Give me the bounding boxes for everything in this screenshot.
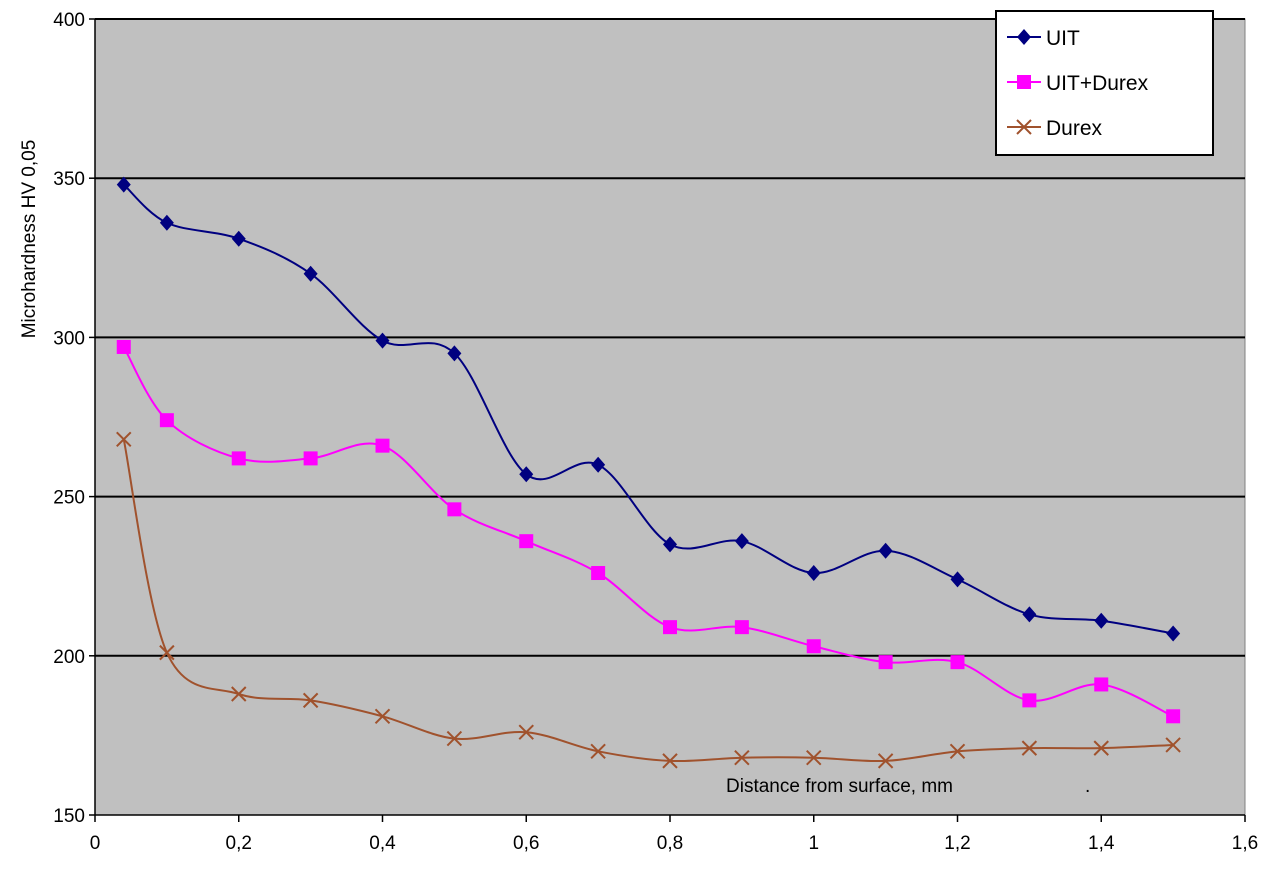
data-point-uit bbox=[375, 332, 390, 349]
data-point-uit-durex bbox=[303, 451, 318, 466]
data-point-uit bbox=[159, 214, 174, 231]
data-point-durex bbox=[374, 708, 391, 725]
x-tick-label: 0,6 bbox=[513, 833, 539, 854]
data-point-uit bbox=[303, 265, 318, 282]
data-point-durex bbox=[518, 724, 534, 740]
data-point-durex bbox=[159, 644, 175, 661]
legend-marker-uit-durex bbox=[1017, 75, 1031, 89]
data-point-uit bbox=[447, 345, 462, 362]
legend-item-durex: Durex bbox=[1007, 117, 1103, 140]
data-point-uit bbox=[663, 536, 677, 553]
x-tick-label: 1,6 bbox=[1232, 833, 1258, 854]
data-point-uit-durex bbox=[519, 534, 534, 549]
legend-label-uit-durex: UIT+Durex bbox=[1046, 72, 1149, 95]
data-point-durex bbox=[1093, 740, 1109, 756]
data-point-uit bbox=[231, 230, 246, 247]
data-point-uit-durex bbox=[1022, 693, 1037, 708]
x-tick-label: 0 bbox=[90, 833, 101, 854]
series-durex bbox=[116, 431, 1181, 769]
data-point-durex bbox=[877, 753, 894, 769]
x-tick-label: 0,4 bbox=[369, 833, 396, 854]
data-point-durex bbox=[734, 749, 750, 766]
legend-marker-durex bbox=[1016, 119, 1032, 135]
y-tick-label: 250 bbox=[53, 488, 85, 509]
legend-item-uit-durex: UIT+Durex bbox=[1007, 72, 1149, 95]
series-line-uit bbox=[123, 183, 1174, 635]
data-point-uit-durex bbox=[231, 451, 246, 466]
data-point-uit bbox=[734, 533, 749, 550]
data-point-uit-durex bbox=[806, 639, 821, 654]
data-point-uit bbox=[116, 176, 131, 193]
data-point-durex bbox=[446, 730, 463, 747]
data-point-durex bbox=[662, 753, 678, 769]
x-tick-label: 1 bbox=[808, 833, 819, 854]
data-point-uit bbox=[806, 565, 821, 582]
data-point-uit-durex bbox=[447, 502, 462, 517]
y-tick-label: 350 bbox=[53, 169, 85, 190]
data-point-uit bbox=[1022, 606, 1037, 623]
data-point-uit-durex bbox=[734, 620, 749, 635]
data-point-uit-durex bbox=[116, 339, 131, 354]
series-layer bbox=[116, 176, 1181, 769]
data-point-uit-durex bbox=[591, 566, 606, 581]
data-point-durex bbox=[116, 431, 132, 447]
legend-label-uit: UIT bbox=[1046, 27, 1080, 50]
legend: UIT UIT+Durex Durex bbox=[995, 10, 1214, 156]
data-point-durex bbox=[590, 743, 606, 760]
legend-item-uit: UIT bbox=[1007, 27, 1080, 50]
data-point-uit-durex bbox=[663, 620, 677, 635]
data-point-uit-durex bbox=[878, 655, 893, 670]
data-point-durex bbox=[949, 743, 966, 760]
data-point-uit-durex bbox=[1094, 677, 1109, 692]
data-point-uit bbox=[1166, 625, 1181, 642]
series-uit bbox=[116, 176, 1181, 642]
data-point-uit-durex bbox=[159, 413, 174, 428]
legend-label-durex: Durex bbox=[1046, 117, 1103, 140]
y-axis-title: Microhardness HV 0,05 bbox=[19, 140, 40, 339]
data-point-durex bbox=[302, 692, 319, 709]
data-point-durex bbox=[1021, 740, 1038, 756]
x-tick-label: 1,2 bbox=[944, 833, 970, 854]
data-point-durex bbox=[806, 749, 822, 766]
data-point-durex bbox=[231, 686, 247, 702]
axes: 150 200 250 300 350 400 0 0,2 0,4 0,6 0,8 1 1,2 1,4 1,… bbox=[53, 10, 1258, 854]
data-point-uit bbox=[519, 466, 534, 483]
y-tick-label: 400 bbox=[53, 10, 85, 31]
x-axis-title: Distance from surface, mm bbox=[726, 776, 953, 797]
series-uit-durex bbox=[116, 339, 1181, 724]
data-point-uit-durex bbox=[950, 655, 965, 670]
y-tick-label: 150 bbox=[53, 806, 85, 827]
series-line-uit-durex bbox=[122, 346, 1174, 718]
data-point-uit bbox=[591, 456, 606, 473]
legend-marker-uit bbox=[1017, 29, 1031, 45]
y-tick-label: 200 bbox=[53, 647, 85, 668]
x-tick-label: 1,4 bbox=[1088, 833, 1115, 854]
data-point-uit bbox=[878, 542, 893, 559]
x-axis-title-suffix: . bbox=[1085, 776, 1090, 797]
data-point-uit-durex bbox=[1166, 709, 1181, 724]
data-point-durex bbox=[1165, 737, 1181, 753]
data-point-uit-durex bbox=[375, 438, 390, 453]
data-point-uit bbox=[950, 571, 965, 588]
y-tick-label: 300 bbox=[53, 328, 85, 349]
x-tick-label: 0,2 bbox=[226, 833, 252, 854]
data-point-uit bbox=[1094, 612, 1109, 629]
x-tick-label: 0,8 bbox=[657, 833, 683, 854]
